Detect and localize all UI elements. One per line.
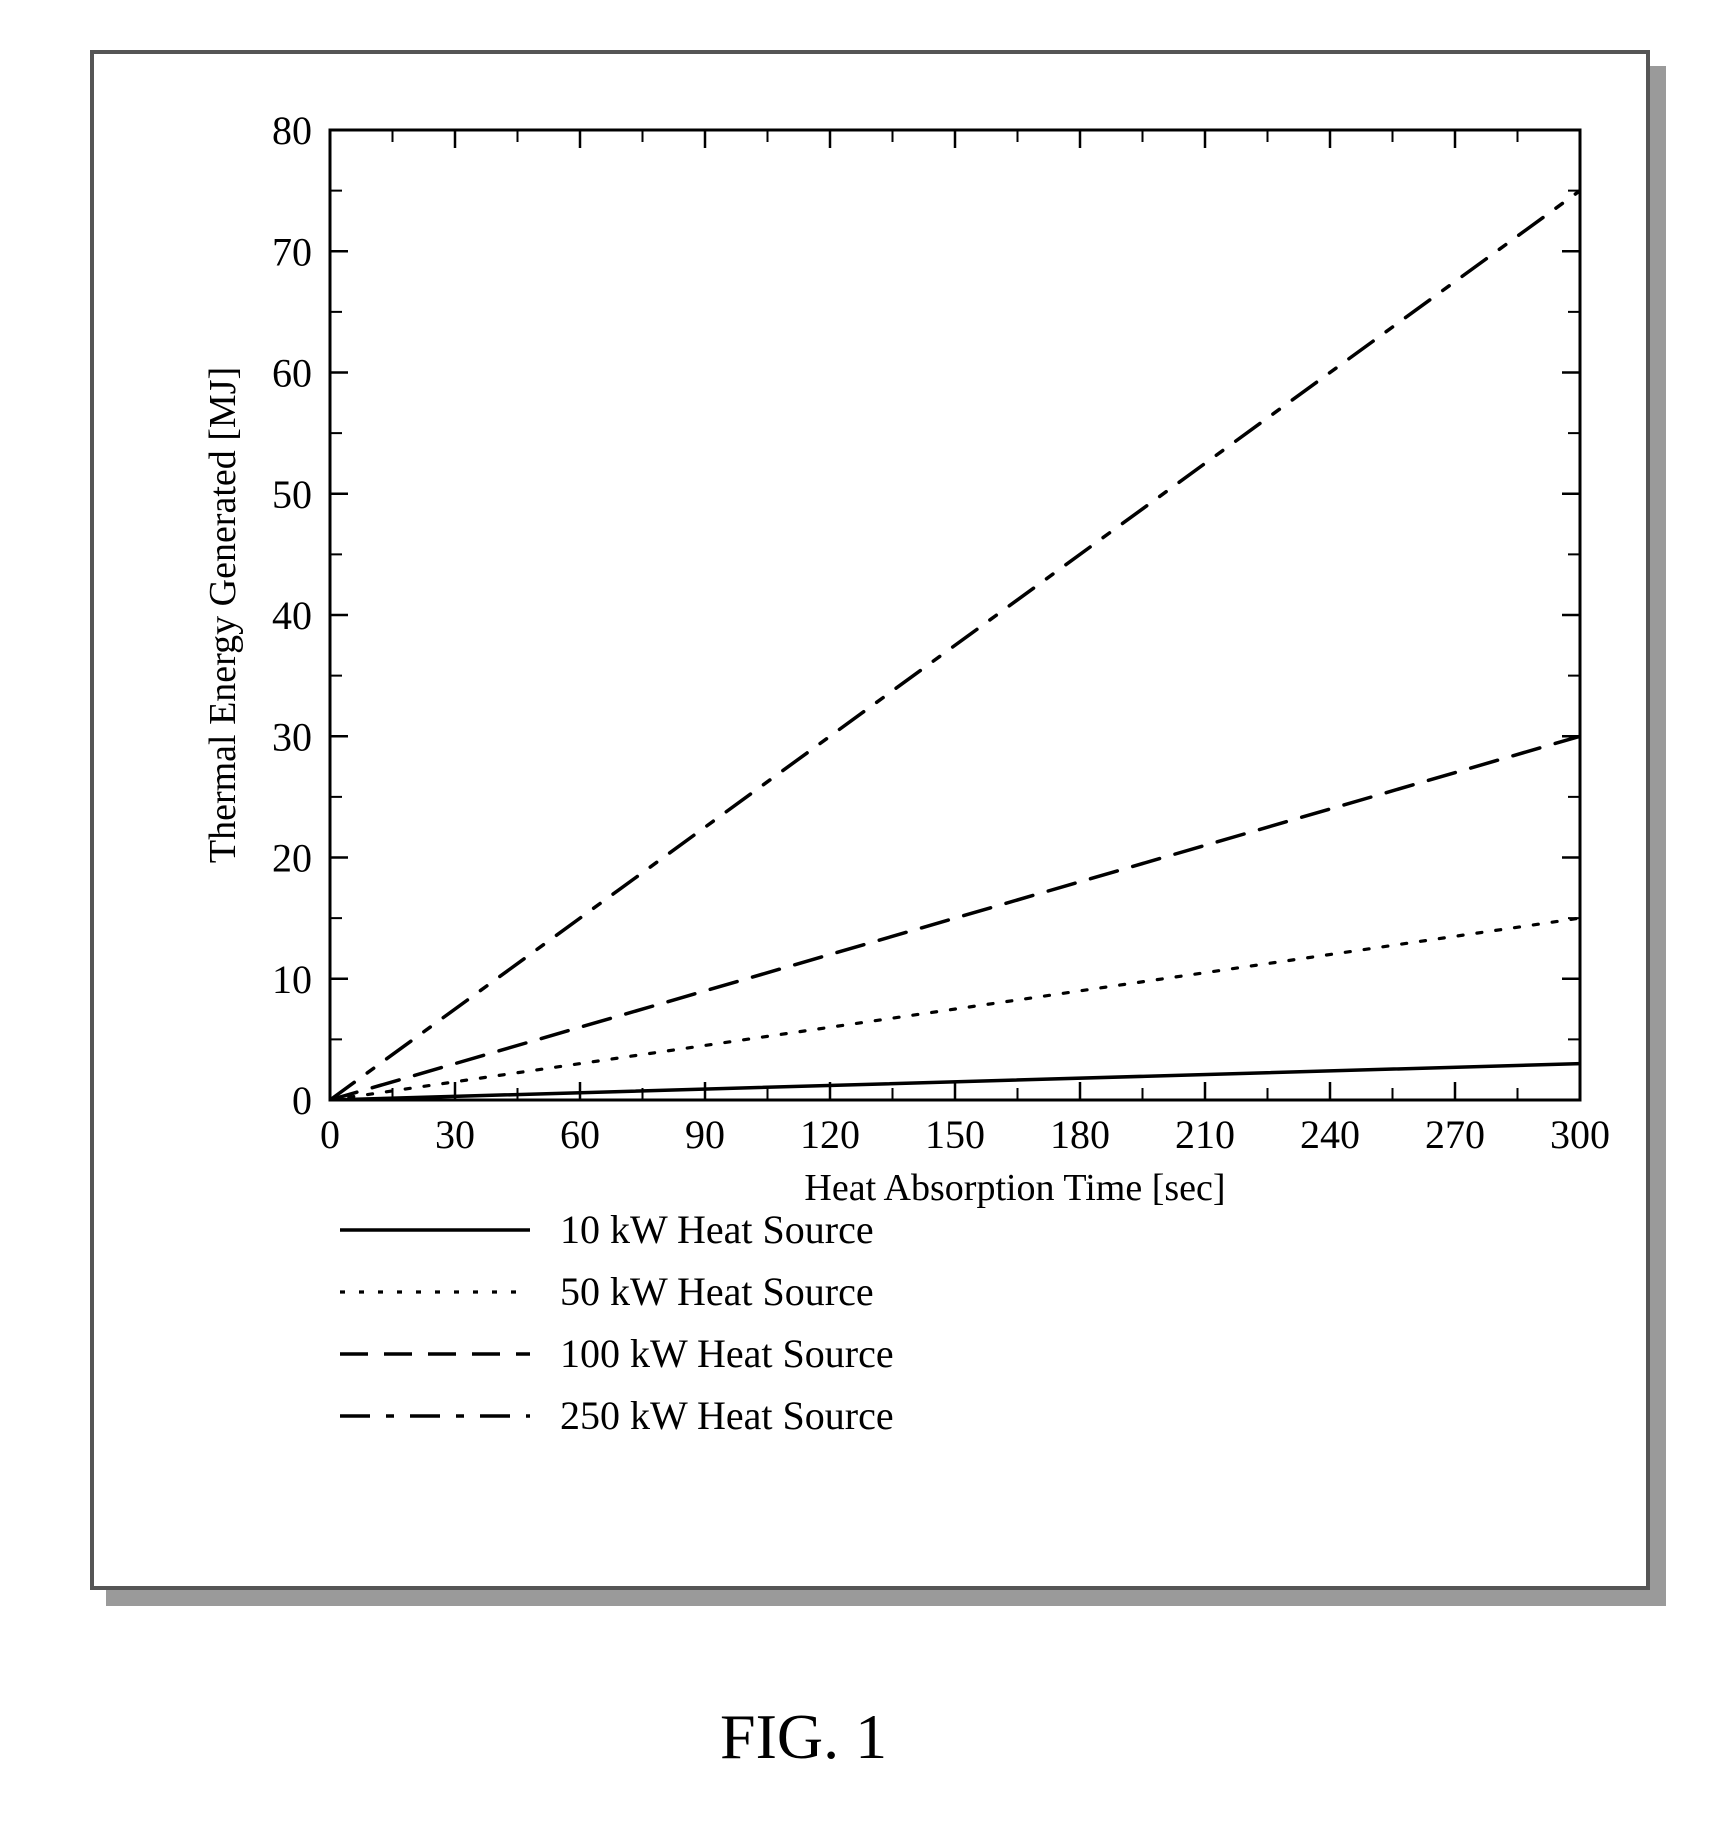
svg-text:240: 240 [1300,1112,1360,1157]
svg-text:90: 90 [685,1112,725,1157]
svg-text:10: 10 [272,957,312,1002]
svg-text:30: 30 [272,714,312,759]
svg-text:60: 60 [560,1112,600,1157]
svg-text:20: 20 [272,836,312,881]
svg-text:270: 270 [1425,1112,1485,1157]
svg-text:40: 40 [272,593,312,638]
svg-text:0: 0 [292,1078,312,1123]
svg-text:10 kW Heat Source: 10 kW Heat Source [560,1207,874,1252]
thermal-energy-chart: 0 30 60 90 120 150 180 210 240 270 300 0 10 20 30 40 50 6… [90,50,1650,1590]
svg-text:250 kW Heat Source: 250 kW Heat Source [560,1393,894,1438]
svg-text:0: 0 [320,1112,340,1157]
svg-text:50 kW Heat Source: 50 kW Heat Source [560,1269,874,1314]
svg-text:100 kW Heat Source: 100 kW Heat Source [560,1331,894,1376]
figure-caption: FIG. 1 [720,1700,887,1774]
svg-text:60: 60 [272,351,312,396]
svg-text:Heat Absorption Time [sec]: Heat Absorption Time [sec] [804,1167,1225,1209]
page: 0 30 60 90 120 150 180 210 240 270 300 0 10 20 30 40 50 6… [0,0,1718,1837]
svg-text:300: 300 [1550,1112,1610,1157]
svg-text:Thermal Energy Generated [MJ]: Thermal Energy Generated [MJ] [202,367,244,863]
svg-text:80: 80 [272,108,312,153]
svg-text:150: 150 [925,1112,985,1157]
svg-text:70: 70 [272,229,312,274]
svg-text:180: 180 [1050,1112,1110,1157]
svg-text:120: 120 [800,1112,860,1157]
svg-text:50: 50 [272,472,312,517]
svg-text:210: 210 [1175,1112,1235,1157]
svg-text:30: 30 [435,1112,475,1157]
